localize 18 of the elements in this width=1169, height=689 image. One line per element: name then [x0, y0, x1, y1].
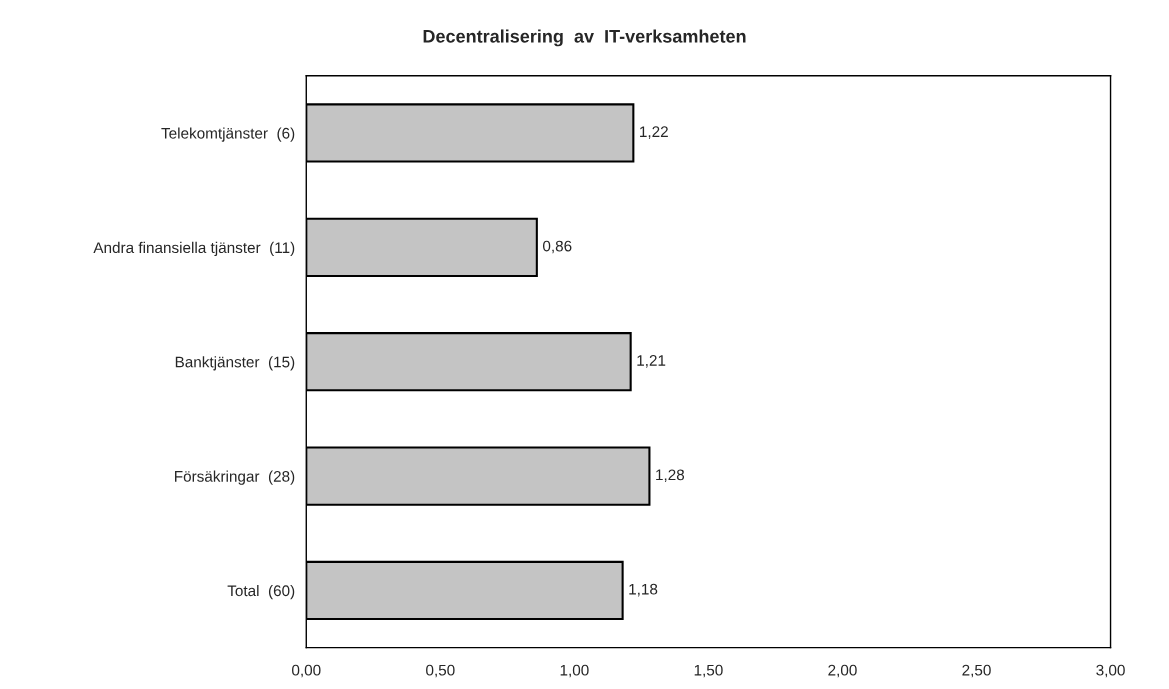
- data-label: 1,18: [629, 583, 658, 597]
- data-label: 0,86: [542, 240, 572, 254]
- data-label: 1,21: [637, 355, 666, 368]
- data-label: 1,28: [656, 469, 685, 482]
- y-tick-label: Andra finansiella tjänster (11): [93, 241, 295, 257]
- x-tick-label: 0,50: [426, 664, 455, 678]
- y-tick-label: Total (60): [227, 584, 295, 600]
- y-tick-label: Försäkringar (28): [175, 470, 295, 485]
- y-tick-label: Telekomtjänster (6): [161, 127, 295, 142]
- x-tick-label: 1,50: [694, 664, 723, 678]
- x-tick-label: 2,50: [962, 664, 991, 678]
- x-tick-label: 3,00: [1096, 664, 1125, 678]
- x-tick-label: 2,00: [828, 664, 857, 678]
- x-tick-label: 0,00: [292, 664, 321, 678]
- y-tick-label: Banktjänster (15): [175, 356, 295, 371]
- chart-title: Decentralisering av IT-verksamheten: [423, 29, 746, 47]
- data-label: 1,22: [640, 126, 668, 139]
- x-tick-label: 1,00: [560, 664, 589, 678]
